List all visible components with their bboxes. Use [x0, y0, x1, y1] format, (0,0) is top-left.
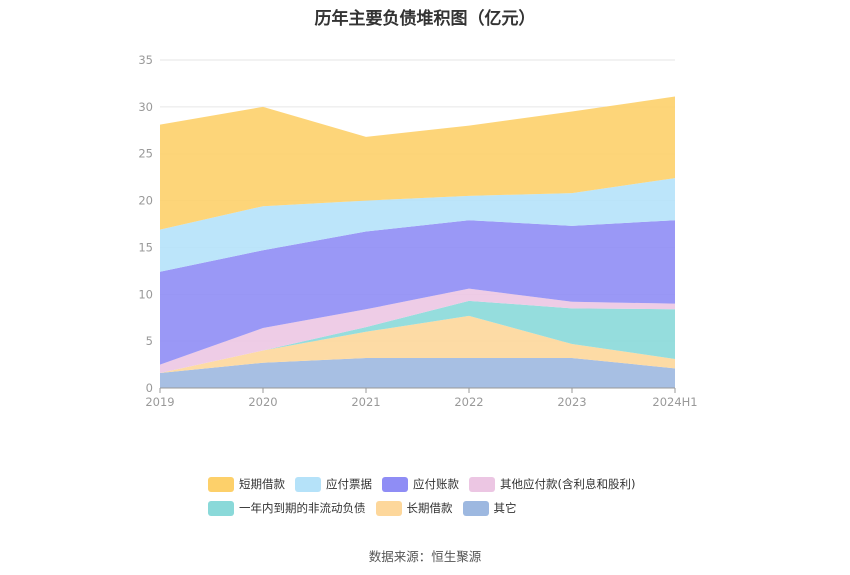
legend-swatch [208, 476, 234, 492]
area-series-2[interactable] [160, 300, 675, 374]
axes [159, 387, 676, 393]
legend-swatch [208, 500, 234, 516]
area-series-6[interactable] [160, 96, 675, 230]
legend: 短期借款 应付票据 应付账款 其他应付款(含利息和股利) 一年内到期的非流动负债… [208, 472, 728, 520]
legend-label: 长期借款 [406, 501, 453, 515]
y-tick-label: 30 [138, 100, 153, 114]
y-tick-label: 5 [146, 334, 153, 348]
area-series-4[interactable] [160, 220, 675, 365]
legend-label: 一年内到期的非流动负债 [239, 501, 366, 515]
chart-title: 历年主要负债堆积图（亿元） [314, 9, 536, 29]
x-tick-labels: 2019 2020 2021 2022 2023 2024H1 [145, 395, 697, 409]
y-tick-label: 25 [138, 147, 153, 161]
legend-item-short-term-loans[interactable]: 短期借款 [208, 476, 285, 492]
x-tick-label: 2022 [454, 395, 483, 409]
y-tick-labels: 0 5 10 15 20 25 30 35 [138, 53, 153, 395]
legend-swatch [295, 476, 321, 492]
legend-item-other-payables[interactable]: 其他应付款(含利息和股利) [469, 476, 635, 492]
y-tick-label: 10 [138, 287, 153, 301]
legend-swatch [382, 476, 408, 492]
legend-swatch [462, 500, 489, 516]
area-series-1[interactable] [160, 315, 675, 374]
legend-item-long-term-loans[interactable]: 长期借款 [375, 500, 453, 516]
y-tick-label: 15 [138, 240, 153, 254]
legend-item-current-noncurrent-liabilities[interactable]: 一年内到期的非流动负债 [208, 500, 366, 516]
legend-label: 短期借款 [239, 477, 285, 491]
legend-row-2: 一年内到期的非流动负债 长期借款 其它 [208, 496, 728, 520]
y-tick-label: 35 [138, 53, 153, 67]
legend-label: 应付账款 [413, 477, 459, 491]
area-series-0[interactable] [160, 358, 675, 388]
legend-item-accounts-payable[interactable]: 应付账款 [382, 476, 459, 492]
area-series [160, 96, 675, 388]
legend-row-1: 短期借款 应付票据 应付账款 其他应付款(含利息和股利) [208, 472, 728, 496]
legend-item-others[interactable]: 其它 [462, 500, 517, 516]
x-tick-label: 2019 [145, 395, 174, 409]
legend-label: 其它 [493, 501, 517, 515]
area-series-5[interactable] [160, 178, 675, 272]
x-tick-label: 2020 [248, 395, 277, 409]
y-tick-label: 0 [146, 381, 153, 395]
data-source: 数据来源：恒生聚源 [368, 549, 482, 564]
x-tick-label: 2023 [557, 395, 586, 409]
y-tick-label: 20 [138, 194, 153, 208]
area-series-3[interactable] [160, 288, 675, 374]
x-tick-label: 2024H1 [652, 395, 697, 409]
legend-swatch [469, 476, 495, 492]
legend-item-notes-payable[interactable]: 应付票据 [295, 476, 372, 492]
legend-label: 其他应付款(含利息和股利) [500, 477, 636, 491]
legend-swatch [375, 500, 402, 516]
legend-label: 应付票据 [326, 477, 372, 491]
x-tick-label: 2021 [351, 395, 380, 409]
